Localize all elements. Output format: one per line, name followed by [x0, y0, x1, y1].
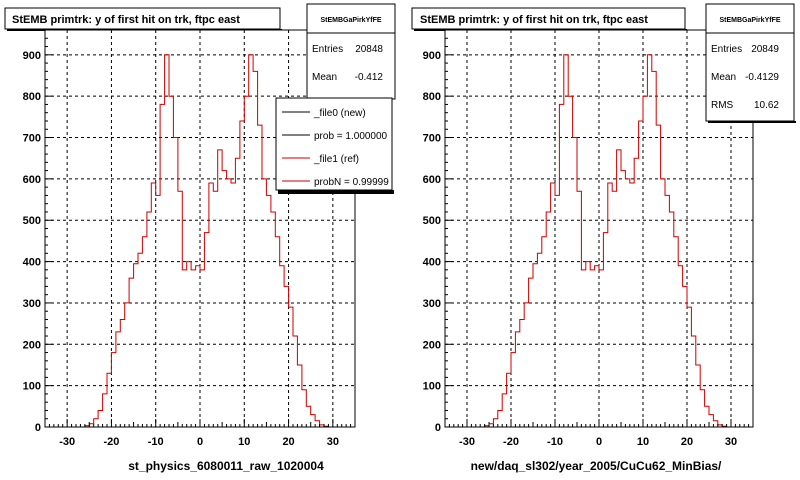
plot-area-left: -30 -20 -10 0 10 20 30010020030040050060070080…	[23, 29, 356, 448]
y-tick-label: 900	[23, 50, 41, 62]
stats-shadow	[708, 121, 796, 123]
y-tick-label: 300	[423, 298, 441, 310]
y-tick-label: 300	[23, 298, 41, 310]
legend-entry: probN = 0.99999	[314, 177, 389, 188]
stats-mean-value: -0.412	[355, 72, 384, 83]
histogram-series-line	[45, 54, 355, 428]
stats-mean-value: -0.4129	[745, 72, 779, 83]
histogram-panel-right: StEMB primtrk: y of first hit on trk, ft…	[411, 3, 796, 473]
stats-box	[705, 3, 795, 122]
stats-rms-value: 10.62	[754, 100, 779, 111]
x-tick-label: 10	[637, 436, 649, 448]
x-tick-label: -30	[59, 436, 75, 448]
y-tick-label: 700	[423, 133, 441, 145]
y-tick-label: 500	[423, 215, 441, 227]
legend-entry: _file0 (new)	[313, 108, 366, 119]
y-tick-label: 800	[423, 91, 441, 103]
stats-entries-value: 20849	[751, 44, 779, 55]
x-axis-label: new/daq_sl302/year_2005/CuCu62_MinBias/	[471, 459, 722, 473]
legend-entry: prob = 1.000000	[314, 131, 388, 142]
x-tick-label: 30	[725, 436, 737, 448]
legend-shadow	[278, 190, 394, 194]
stats-name: StEMBGaPirkYfFE	[719, 17, 780, 24]
y-tick-label: 100	[23, 381, 41, 393]
y-tick-label: 500	[23, 215, 41, 227]
stats-rms-label: RMS	[711, 100, 734, 111]
stats-mean-label: Mean	[711, 72, 736, 83]
stats-box	[306, 3, 396, 100]
x-tick-label: -30	[459, 436, 475, 448]
y-tick-label: 0	[435, 422, 441, 434]
y-tick-label: 900	[423, 50, 441, 62]
x-tick-label: -10	[547, 436, 563, 448]
x-tick-label: -20	[103, 436, 119, 448]
x-tick-label: -20	[503, 436, 519, 448]
y-tick-label: 0	[35, 422, 41, 434]
histogram-panel-left: StEMB primtrk: y of first hit on trk, ft…	[4, 3, 396, 473]
x-tick-label: -10	[148, 436, 164, 448]
y-tick-label: 600	[423, 174, 441, 186]
x-tick-label: 20	[681, 436, 693, 448]
y-tick-label: 200	[23, 339, 41, 351]
y-tick-label: 400	[23, 257, 41, 269]
stats-entries-value: 20848	[355, 44, 383, 55]
stats-entries-label: Entries	[312, 44, 343, 55]
y-tick-label: 400	[423, 257, 441, 269]
stats-mean-label: Mean	[312, 72, 337, 83]
y-tick-label: 700	[23, 133, 41, 145]
y-tick-label: 800	[23, 91, 41, 103]
x-tick-label: 20	[282, 436, 294, 448]
stats-name: StEMBGaPirkYfFE	[320, 17, 381, 24]
x-tick-label: 10	[238, 436, 250, 448]
x-axis-label: st_physics_6080011_raw_1020004	[128, 459, 324, 473]
legend-entry: _file1 (ref)	[313, 154, 359, 165]
x-tick-label: 0	[197, 436, 203, 448]
plot-title: StEMB primtrk: y of first hit on trk, ft…	[420, 14, 648, 26]
stats-entries-label: Entries	[711, 44, 742, 55]
x-tick-label: 30	[327, 436, 339, 448]
y-tick-label: 200	[423, 339, 441, 351]
y-tick-label: 100	[423, 381, 441, 393]
legend: _file0 (new) prob = 1.000000 _file1 (ref) p…	[282, 108, 389, 188]
plot-title: StEMB primtrk: y of first hit on trk, ft…	[12, 14, 240, 26]
plot-area-right: -30 -20 -10 0 10 20 30010020030040050060070080…	[423, 29, 754, 448]
histogram-series-line	[445, 54, 753, 428]
x-tick-label: 0	[596, 436, 602, 448]
y-tick-label: 600	[23, 174, 41, 186]
